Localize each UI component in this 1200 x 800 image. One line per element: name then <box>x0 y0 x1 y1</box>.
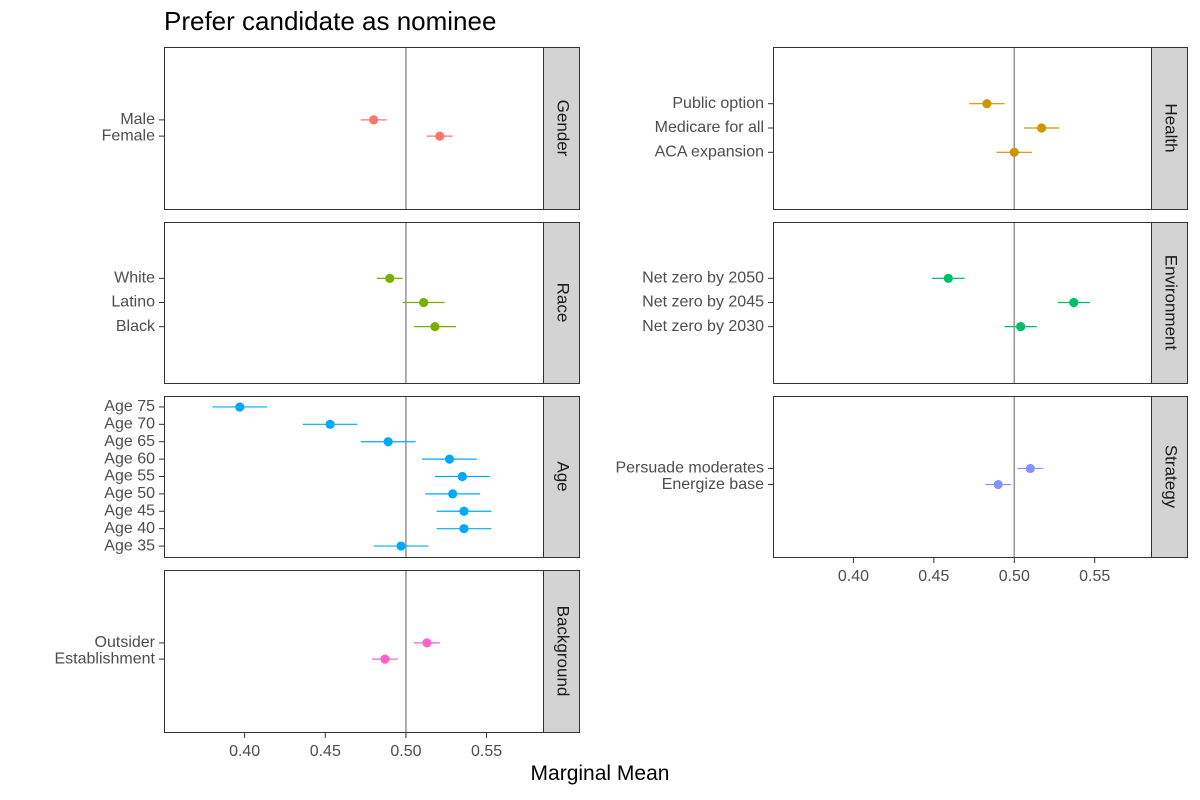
panel-environment <box>773 222 1152 384</box>
strip-gender <box>543 47 580 210</box>
y-label-net-zero-by-2045: Net zero by 2045 <box>642 294 764 311</box>
chart-title: Prefer candidate as nominee <box>164 6 497 36</box>
strip-age <box>543 396 580 558</box>
point-aca-expansion <box>1009 147 1019 157</box>
point-net-zero-by-2030 <box>1016 322 1026 332</box>
y-label-establishment: Establishment <box>55 650 156 667</box>
point-age-55 <box>457 471 467 482</box>
y-label-net-zero-by-2050: Net zero by 2050 <box>642 270 764 287</box>
point-age-40 <box>459 524 469 534</box>
point-white <box>385 273 395 283</box>
point-age-60 <box>444 454 455 464</box>
point-establishment <box>380 654 390 664</box>
y-label-age-35: Age 35 <box>104 537 155 554</box>
strip-health <box>1151 47 1188 210</box>
point-age-50 <box>448 489 458 499</box>
y-label-latino: Latino <box>111 294 155 311</box>
x-tick-label-col2-0_40: 0.40 <box>838 568 869 585</box>
y-label-public-option: Public option <box>672 95 764 112</box>
x-tick-label-col1-0_50: 0.50 <box>390 743 421 760</box>
x-tick-label-col1-0_40: 0.40 <box>229 743 260 760</box>
panel-background <box>164 570 544 733</box>
y-label-medicare-for-all: Medicare for all <box>655 119 764 136</box>
y-label-age-55: Age 55 <box>104 468 155 485</box>
y-label-outsider: Outsider <box>95 634 156 651</box>
x-tick-label-col1-0_45: 0.45 <box>310 743 341 760</box>
y-label-white: White <box>114 270 155 287</box>
panel-gender <box>164 47 544 210</box>
point-age-45 <box>459 506 469 516</box>
strip-label-strategy: Strategy <box>1162 445 1181 509</box>
y-label-aca-expansion: ACA expansion <box>655 144 764 161</box>
point-net-zero-by-2045 <box>1069 297 1079 308</box>
point-persuade-moderates <box>1025 463 1035 474</box>
y-label-net-zero-by-2030: Net zero by 2030 <box>642 318 764 335</box>
strip-label-gender: Gender <box>554 100 573 157</box>
x-axis-label: Marginal Mean <box>530 762 670 785</box>
x-tick-label-col2-0_45: 0.45 <box>918 568 949 585</box>
strip-background <box>543 570 580 733</box>
strip-label-background: Background <box>554 606 573 697</box>
point-latino <box>419 297 429 308</box>
y-label-energize-base: Energize base <box>662 476 764 493</box>
point-age-75 <box>235 402 245 412</box>
strip-label-environment: Environment <box>1162 255 1181 351</box>
x-tick-label-col1-0_55: 0.55 <box>471 743 502 760</box>
y-label-persuade-moderates: Persuade moderates <box>615 460 764 477</box>
point-outsider <box>422 638 432 648</box>
y-label-black: Black <box>116 318 156 335</box>
strip-label-age: Age <box>554 461 573 491</box>
y-label-male: Male <box>120 111 155 128</box>
y-label-female: Female <box>102 127 155 144</box>
panel-strategy <box>773 396 1152 558</box>
point-female <box>435 131 445 141</box>
panel-race <box>164 222 544 384</box>
y-label-age-65: Age 65 <box>104 433 155 450</box>
y-label-age-70: Age 70 <box>104 416 155 433</box>
point-net-zero-by-2050 <box>943 273 953 283</box>
point-black <box>430 322 440 332</box>
y-label-age-75: Age 75 <box>104 398 155 415</box>
y-label-age-45: Age 45 <box>104 502 155 519</box>
point-male <box>369 115 379 125</box>
point-energize-base <box>993 479 1003 490</box>
y-label-age-50: Age 50 <box>104 485 155 502</box>
strip-label-race: Race <box>554 283 573 323</box>
point-age-35 <box>396 541 406 551</box>
strip-environment <box>1151 222 1188 384</box>
point-public-option <box>982 99 992 109</box>
strip-strategy <box>1151 396 1188 558</box>
y-label-age-40: Age 40 <box>104 520 155 537</box>
y-label-age-60: Age 60 <box>104 450 155 467</box>
strip-race <box>543 222 580 384</box>
x-tick-label-col2-0_50: 0.50 <box>999 568 1030 585</box>
x-tick-label-col2-0_55: 0.55 <box>1079 568 1110 585</box>
point-age-65 <box>383 437 393 447</box>
point-age-70 <box>325 419 335 429</box>
strip-label-health: Health <box>1162 103 1181 152</box>
point-medicare-for-all <box>1037 123 1047 133</box>
panel-health <box>773 47 1152 210</box>
